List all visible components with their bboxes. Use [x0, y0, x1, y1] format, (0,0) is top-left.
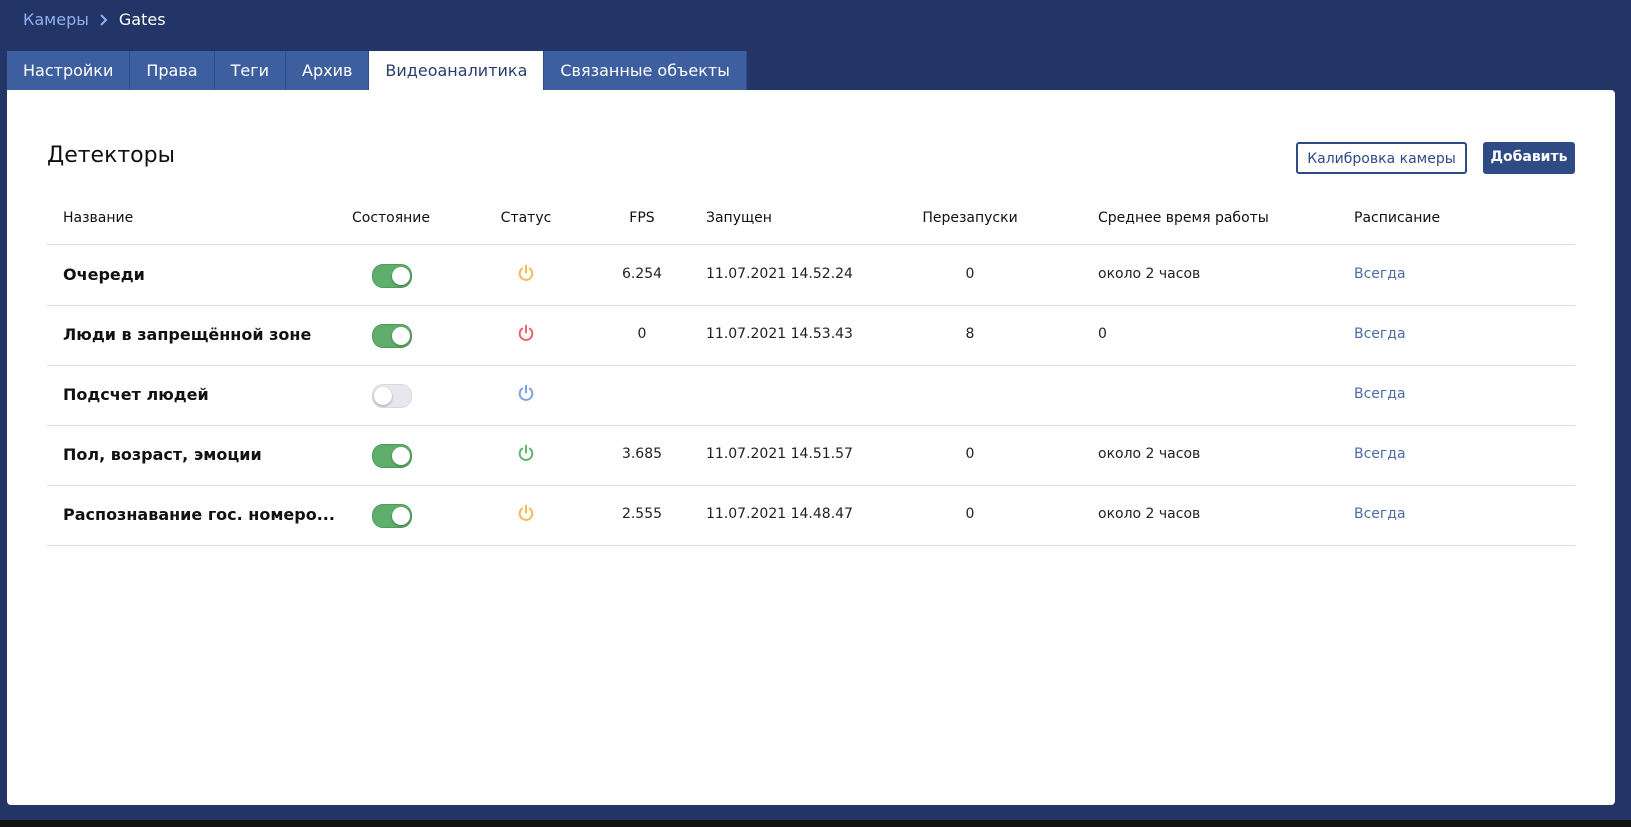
column-header: Статус: [500, 210, 552, 226]
tab[interactable]: Теги: [214, 51, 287, 90]
status-icon: [518, 264, 534, 281]
cell: около 2 часов: [1098, 446, 1201, 462]
tab[interactable]: Архив: [286, 51, 370, 90]
add-button[interactable]: Добавить: [1483, 142, 1575, 174]
row-divider: [47, 244, 1575, 245]
toggle-knob: [392, 447, 410, 465]
cell: 0: [965, 506, 975, 522]
toggle[interactable]: [372, 384, 412, 408]
detector-name[interactable]: Очереди: [63, 265, 145, 284]
detector-name[interactable]: Пол, возраст, эмоции: [63, 445, 262, 464]
cell: 6.254: [621, 266, 663, 282]
toggle[interactable]: [372, 264, 412, 288]
toggle-knob: [392, 507, 410, 525]
cell: около 2 часов: [1098, 506, 1201, 522]
status-icon: [518, 384, 534, 401]
cell: 11.07.2021 14.51.57: [706, 446, 853, 462]
cell: 11.07.2021 14.53.43: [706, 326, 853, 342]
panel: [7, 90, 1615, 805]
breadcrumb-current: Gates: [118, 10, 166, 29]
cell: 11.07.2021 14.48.47: [706, 506, 853, 522]
detector-name[interactable]: Люди в запрещённой зоне: [63, 325, 312, 344]
cell: 11.07.2021 14.52.24: [706, 266, 853, 282]
tab[interactable]: Видеоаналитика: [369, 51, 545, 90]
row-divider: [47, 545, 1575, 546]
status-icon: [518, 444, 534, 461]
cell: около 2 часов: [1098, 266, 1201, 282]
schedule-link[interactable]: Всегда: [1354, 446, 1406, 462]
detector-name[interactable]: Подсчет людей: [63, 385, 209, 404]
column-header: Запущен: [706, 210, 772, 226]
status-icon: [518, 324, 534, 341]
schedule-link[interactable]: Всегда: [1354, 386, 1406, 402]
chevron: [100, 13, 108, 26]
toggle-knob: [374, 387, 392, 405]
column-header: Расписание: [1354, 210, 1441, 226]
schedule-link[interactable]: Всегда: [1354, 506, 1406, 522]
toggle[interactable]: [372, 324, 412, 348]
cell: 0: [1098, 326, 1107, 342]
row-divider: [47, 305, 1575, 306]
schedule-link[interactable]: Всегда: [1354, 266, 1406, 282]
cell: 3.685: [621, 446, 663, 462]
column-header: Название: [63, 210, 134, 226]
tab[interactable]: Настройки: [7, 51, 131, 90]
breadcrumb-link[interactable]: Камеры: [23, 10, 89, 29]
cell: 0: [965, 266, 975, 282]
toggle[interactable]: [372, 504, 412, 528]
row-divider: [47, 485, 1575, 486]
column-header: Среднее время работы: [1098, 210, 1269, 226]
row-divider: [47, 425, 1575, 426]
tab[interactable]: Права: [130, 51, 215, 90]
toggle-knob: [392, 327, 410, 345]
cell: 0: [965, 446, 975, 462]
tab-bar: Настройки Права Теги Архив Видеоаналитика Свя…: [7, 51, 747, 90]
row-divider: [47, 365, 1575, 366]
tab[interactable]: Связанные объекты: [544, 51, 747, 90]
section-title: Детекторы: [47, 143, 175, 168]
toggle[interactable]: [372, 444, 412, 468]
breadcrumb: Камеры Gates: [23, 10, 166, 29]
calibrate-button[interactable]: Калибровка камеры: [1296, 142, 1467, 174]
cell: 2.555: [621, 506, 663, 522]
toggle-knob: [392, 267, 410, 285]
column-header: Состояние: [351, 210, 431, 226]
status-icon: [518, 504, 534, 521]
column-header: FPS: [629, 210, 655, 226]
detector-name[interactable]: Распознавание гос. номеро...: [63, 505, 335, 524]
cell: 8: [965, 326, 975, 342]
bottom-bar: [0, 820, 1631, 827]
schedule-link[interactable]: Всегда: [1354, 326, 1406, 342]
column-header: Перезапуски: [922, 210, 1018, 226]
cell: 0: [637, 326, 647, 342]
